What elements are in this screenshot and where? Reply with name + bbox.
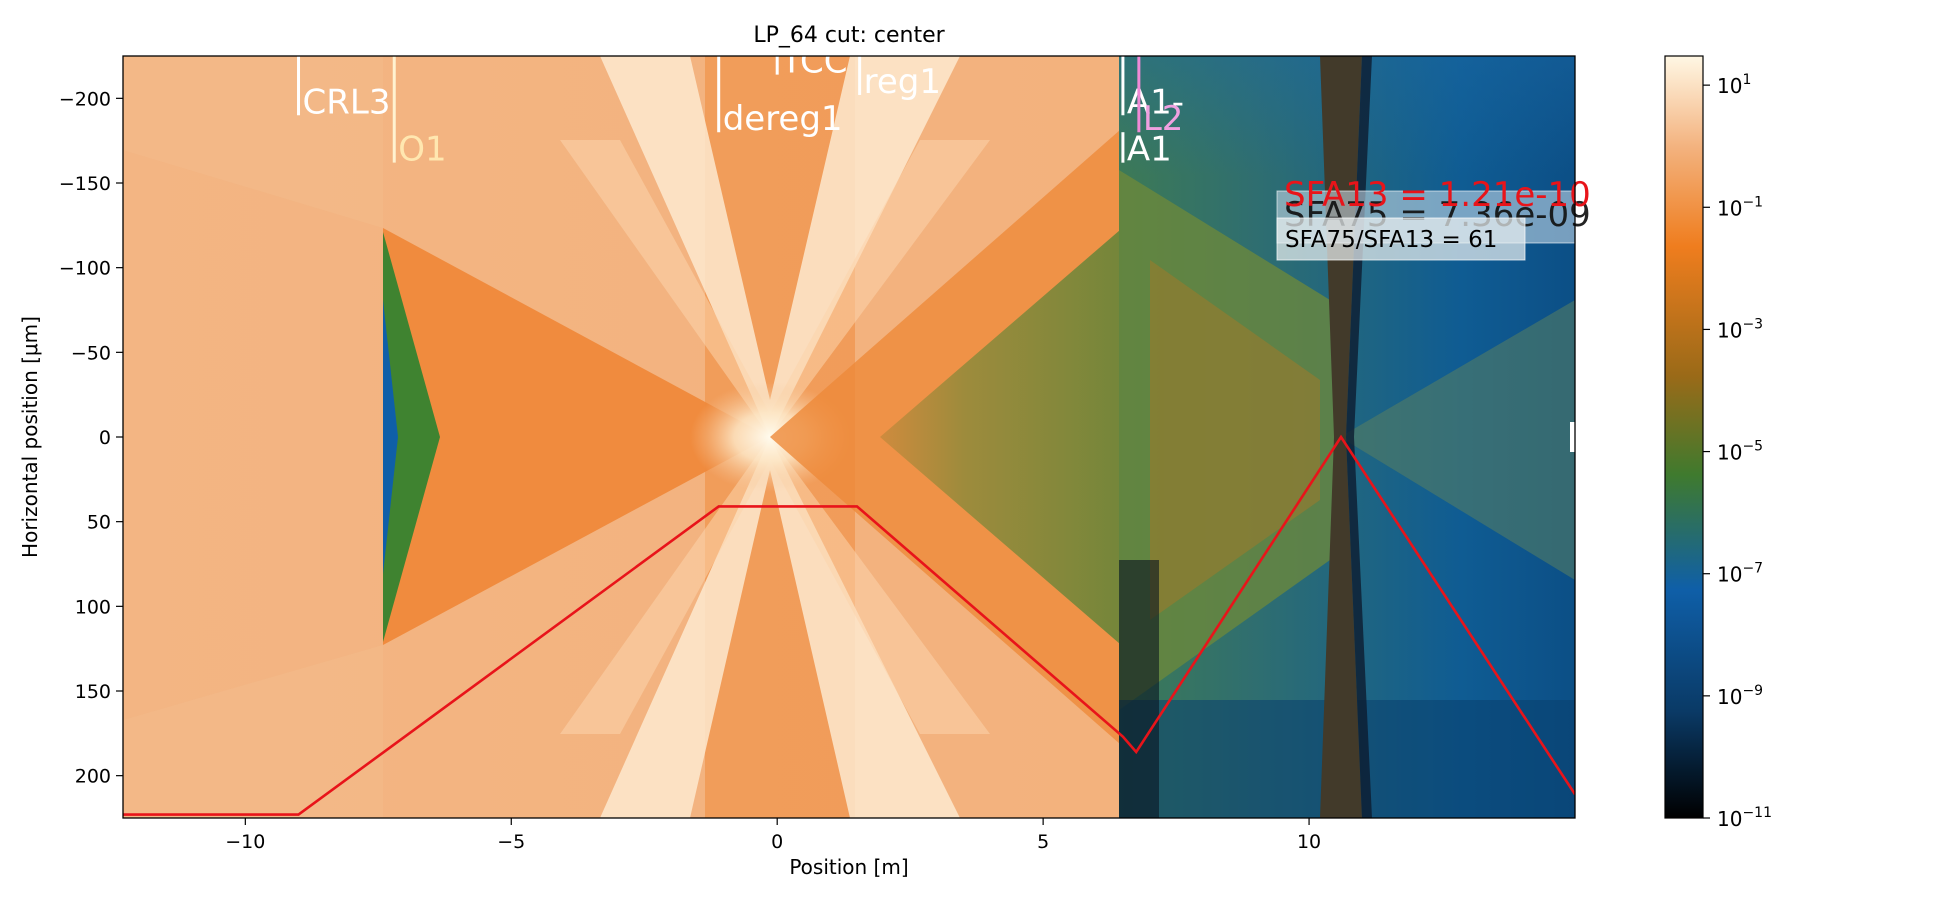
y-tick-label: −150	[59, 173, 111, 195]
colorbar-tick-label: 10−11	[1717, 805, 1772, 831]
annotations: SFA75 = 7.36e-09 SFA13 = 1.21e-10 SFA75/…	[1276, 175, 1591, 452]
ratio-text: SFA75/SFA13 = 61	[1285, 227, 1497, 253]
colorbar	[1664, 55, 1704, 819]
colorbar-tick-label: 10−1	[1717, 194, 1763, 220]
x-tick-label: 0	[771, 831, 783, 853]
y-tick-label: 0	[99, 427, 111, 449]
y-tick-label: 100	[75, 596, 111, 618]
ratio-box	[1276, 217, 1526, 261]
sfa13-text: SFA13 = 1.21e-10	[1284, 175, 1591, 215]
marker-label-dereg1: dereg1	[723, 99, 843, 139]
marker-label-l2: L2	[1143, 99, 1184, 139]
aperture-line	[123, 434, 1575, 816]
colorbar-ticks: 101 10−1 10−3 10−5 10−7 10−9 10−11	[1703, 72, 1772, 831]
x-axis-label: Position [m]	[789, 855, 908, 879]
y-axis-label: Horizontal position [μm]	[18, 316, 42, 558]
x-axis: −10 −5 0 5 10	[225, 818, 1321, 853]
y-axis: −200 −150 −100 −50 0 50 100 150 200	[59, 88, 123, 788]
edge-tick	[1570, 422, 1575, 452]
x-tick-label: 10	[1297, 831, 1321, 853]
marker-label-reg1: reg1	[864, 62, 941, 102]
aperture-polyline	[123, 434, 1575, 816]
marker-label-tcc: TCC	[780, 42, 847, 82]
y-tick-label: −50	[71, 342, 111, 364]
marker-label-a1: A1	[1127, 130, 1172, 170]
x-tick-label: −10	[225, 831, 265, 853]
y-tick-label: 200	[75, 766, 111, 788]
y-tick-label: −100	[59, 258, 111, 280]
marker-label-crl3: CRL3	[303, 82, 391, 122]
colorbar-tick-label: 10−9	[1717, 683, 1763, 709]
colorbar-tick-label: 10−7	[1717, 561, 1763, 587]
y-tick-label: −200	[59, 88, 111, 110]
colorbar-tick-label: 101	[1717, 72, 1751, 98]
chart-title: LP_64 cut: center	[753, 23, 945, 48]
marker-label-a1-: A1-	[1127, 82, 1184, 122]
marker-label-o1: O1	[398, 130, 446, 170]
y-tick-label: 50	[87, 512, 111, 534]
heatmap-image	[123, 56, 1575, 818]
colorbar-tick-label: 10−3	[1717, 316, 1763, 342]
colorbar-tick-label: 10−5	[1717, 439, 1763, 465]
y-tick-label: 150	[75, 681, 111, 703]
x-tick-label: −5	[497, 831, 525, 853]
x-tick-label: 5	[1037, 831, 1049, 853]
